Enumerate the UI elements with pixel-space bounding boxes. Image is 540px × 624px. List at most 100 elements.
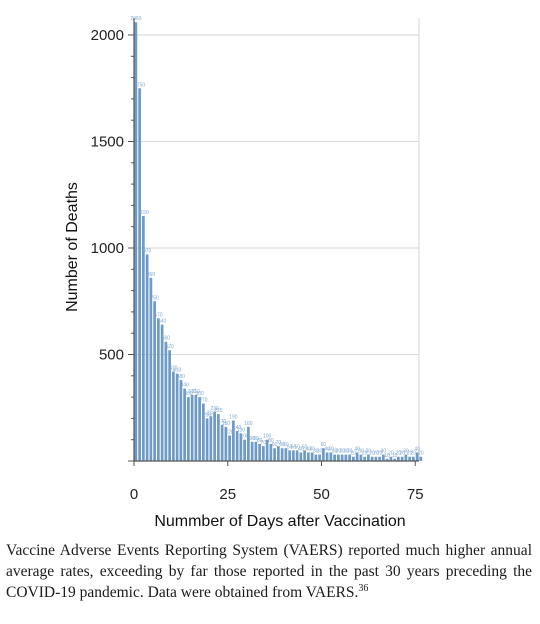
data-label-day-0: 2060 xyxy=(130,16,141,22)
bar-day-69 xyxy=(393,458,396,461)
data-label-day-23: 170 xyxy=(218,419,227,425)
bar-day-65 xyxy=(378,456,381,461)
bar-day-57 xyxy=(348,454,351,461)
bar-day-5 xyxy=(153,301,156,461)
data-label-day-26: 190 xyxy=(229,415,238,421)
bar-day-38 xyxy=(277,446,280,461)
bar-day-1 xyxy=(138,88,141,461)
bar-day-66 xyxy=(382,454,385,461)
data-label-day-42: 50 xyxy=(291,444,297,450)
bar-day-7 xyxy=(160,324,164,461)
bar-day-37 xyxy=(273,448,276,461)
bar-day-48 xyxy=(314,454,318,461)
bar-day-22 xyxy=(217,414,220,461)
data-label-day-56: 30 xyxy=(343,449,349,455)
data-label-day-18: 270 xyxy=(199,397,208,403)
data-label-day-72: 30 xyxy=(403,449,409,455)
bar-day-73 xyxy=(408,456,411,461)
data-label-day-5: 750 xyxy=(150,295,159,301)
bar-day-75 xyxy=(415,452,419,461)
data-label-day-27: 140 xyxy=(233,425,242,431)
bar-day-34 xyxy=(262,446,265,461)
data-label-day-30: 160 xyxy=(244,421,253,427)
bar-day-10 xyxy=(172,371,175,461)
data-label-day-76: 20 xyxy=(418,451,424,457)
data-label-day-13: 340 xyxy=(180,383,189,389)
data-label-day-31: 90 xyxy=(249,436,255,442)
bar-day-72 xyxy=(404,454,408,461)
data-label-day-62: 30 xyxy=(366,449,372,455)
data-label-day-75: 40 xyxy=(414,446,420,452)
data-label-day-47: 40 xyxy=(309,446,315,452)
bar-day-55 xyxy=(340,454,344,461)
bar-day-4 xyxy=(149,277,153,461)
data-label-day-59: 40 xyxy=(354,446,360,452)
bar-day-20 xyxy=(209,416,213,461)
bar-day-19 xyxy=(205,418,209,461)
data-label-day-3: 970 xyxy=(143,248,152,254)
data-label-day-66: 30 xyxy=(381,449,387,455)
bar-day-25 xyxy=(228,435,231,461)
bar-day-21 xyxy=(213,412,216,461)
data-label-day-39: 60 xyxy=(279,442,285,448)
bar-day-49 xyxy=(318,454,321,461)
x-tick-label-25: 25 xyxy=(219,486,236,503)
data-label-day-16: 310 xyxy=(192,389,201,395)
data-label-day-65: 20 xyxy=(377,451,383,457)
data-label-day-57: 30 xyxy=(347,449,353,455)
bar-day-71 xyxy=(400,456,404,461)
caption-text: Vaccine Adverse Events Reporting System … xyxy=(6,542,532,601)
bar-day-41 xyxy=(288,450,291,461)
bar-day-23 xyxy=(220,424,224,461)
bar-day-67 xyxy=(385,458,389,461)
data-labels: 2060175011509708607506706405605204204103… xyxy=(130,16,424,459)
data-label-day-74: 20 xyxy=(411,451,417,457)
data-label-day-73: 20 xyxy=(407,451,413,457)
data-label-day-10: 420 xyxy=(169,366,178,372)
data-label-day-35: 100 xyxy=(263,434,272,440)
figure-caption: Vaccine Adverse Events Reporting System … xyxy=(6,540,532,603)
bar-day-13 xyxy=(183,388,186,461)
data-label-day-29: 100 xyxy=(240,434,249,440)
data-label-day-7: 640 xyxy=(158,319,167,325)
y-tick-label-1000: 1000 xyxy=(91,240,124,257)
bar-day-12 xyxy=(179,380,183,461)
bar-day-46 xyxy=(307,452,310,461)
data-label-day-2: 1150 xyxy=(138,210,149,216)
bar-day-68 xyxy=(389,456,393,461)
bar-day-11 xyxy=(175,373,179,461)
bar-day-56 xyxy=(344,454,348,461)
data-label-day-21: 230 xyxy=(210,406,219,412)
bar-day-47 xyxy=(310,452,314,461)
data-label-day-54: 30 xyxy=(336,449,342,455)
data-label-day-15: 310 xyxy=(188,389,197,395)
data-label-day-6: 670 xyxy=(154,312,163,318)
bar-day-8 xyxy=(164,341,168,461)
data-label-day-19: 200 xyxy=(203,412,212,418)
bar-day-32 xyxy=(254,441,258,461)
bar-day-42 xyxy=(292,450,295,461)
x-tick-label-75: 75 xyxy=(407,486,424,503)
data-label-day-64: 20 xyxy=(373,451,379,457)
bar-day-16 xyxy=(194,394,198,461)
data-label-day-28: 130 xyxy=(237,427,246,433)
bar-day-0 xyxy=(134,22,138,461)
data-label-day-14: 300 xyxy=(184,391,193,397)
bar-day-28 xyxy=(239,433,243,461)
x-axis-title: Nummber of Days after Vaccination xyxy=(154,513,405,530)
bar-day-45 xyxy=(303,450,306,461)
bar-day-35 xyxy=(265,439,269,461)
bar-day-76 xyxy=(419,456,423,461)
data-label-day-49: 30 xyxy=(317,449,323,455)
bar-day-36 xyxy=(269,443,273,461)
data-label-day-68: 20 xyxy=(388,451,394,457)
bar-day-3 xyxy=(145,254,149,461)
data-label-day-51: 40 xyxy=(324,446,330,452)
data-label-day-34: 70 xyxy=(261,440,267,446)
bar-day-40 xyxy=(284,448,288,461)
data-label-day-22: 220 xyxy=(214,408,223,414)
data-label-day-11: 410 xyxy=(173,368,182,374)
bar-day-59 xyxy=(355,452,359,461)
x-tick-labels: 0 25 50 75 xyxy=(130,486,424,503)
bar-day-52 xyxy=(329,452,333,461)
